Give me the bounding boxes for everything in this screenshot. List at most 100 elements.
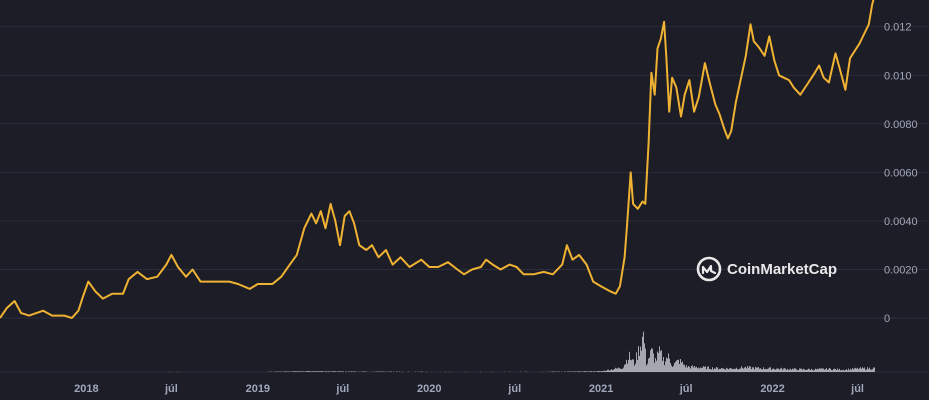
volume-bar (824, 369, 825, 372)
volume-bar (675, 361, 676, 372)
volume-bar (339, 371, 340, 372)
volume-bar (737, 369, 738, 372)
volume-bar (679, 364, 680, 372)
volume-bar (652, 348, 653, 372)
volume-bar (860, 367, 861, 372)
volume-bar (610, 370, 611, 372)
volume-bar (873, 367, 874, 372)
volume-bar (623, 367, 624, 372)
volume-bar (321, 371, 322, 372)
volume-bar (862, 367, 863, 372)
volume-bar (580, 371, 581, 372)
volume-bar (816, 369, 817, 372)
volume-bar (856, 368, 857, 372)
volume-bar (698, 367, 699, 372)
volume-bar (746, 368, 747, 372)
volume-bar (800, 368, 801, 372)
volume-bar (738, 369, 739, 372)
volume-bar (615, 367, 616, 372)
volume-bar (757, 367, 758, 372)
volume-bar (722, 368, 723, 372)
volume-bar (693, 367, 694, 372)
volume-bar (701, 367, 702, 372)
volume-bar (832, 370, 833, 372)
volume-bar (859, 368, 860, 372)
volume-bar (815, 368, 816, 372)
volume-bar (678, 359, 679, 372)
volume-bar (791, 369, 792, 372)
volume-bar (594, 371, 595, 372)
volume-bar (293, 371, 294, 372)
volume-bar (618, 367, 619, 372)
volume-bar (606, 370, 607, 372)
volume-bar (845, 369, 846, 372)
volume-bar (852, 367, 853, 372)
volume-bar (696, 366, 697, 372)
volume-bar (770, 367, 771, 372)
volume-bar (707, 366, 708, 372)
volume-bar (767, 368, 768, 372)
volume-bar (842, 370, 843, 372)
volume-bar (811, 368, 812, 372)
volume-bar (818, 369, 819, 372)
volume-bar (828, 369, 829, 372)
volume-bar (825, 369, 826, 372)
volume-bar (792, 368, 793, 372)
volume-bar (657, 351, 658, 372)
volume-bar (672, 366, 673, 372)
volume-bar (718, 369, 719, 372)
volume-bar (624, 364, 625, 372)
volume-bar (668, 353, 669, 372)
volume-bar (728, 369, 729, 372)
volume-bar (665, 361, 666, 372)
volume-bar (305, 371, 306, 372)
volume-bar (333, 371, 334, 372)
volume-bar (799, 368, 800, 372)
volume-bar (740, 368, 741, 372)
volume-bar (631, 360, 632, 372)
volume-bar (743, 368, 744, 372)
volume-bar (599, 371, 600, 372)
volume-bar (627, 363, 628, 372)
volume-bar (700, 367, 701, 372)
volume-bar (712, 367, 713, 372)
volume-bar (769, 367, 770, 372)
volume-bar (844, 370, 845, 372)
volume-bar (643, 331, 644, 372)
volume-bar (325, 371, 326, 372)
volume-bar (725, 369, 726, 372)
volume-bar (835, 369, 836, 372)
volume-bar (284, 371, 285, 372)
y-axis: 0 0.0020 0.0040 0.0060 0.0080 0.010 0.012 (884, 22, 918, 325)
volume-bar (632, 359, 633, 372)
volume-bar (694, 365, 695, 372)
volume-bar (861, 368, 862, 372)
volume-bar (795, 368, 796, 372)
volume-bar (764, 369, 765, 372)
volume-bar (810, 370, 811, 372)
volume-bar (683, 364, 684, 372)
volume-bar (759, 368, 760, 372)
volume-bar (583, 371, 584, 372)
volume-bar (681, 362, 682, 372)
volume-bar (625, 364, 626, 372)
coinmarketcap-logo-icon (696, 256, 722, 282)
volume-bar (807, 369, 808, 372)
volume-bar (648, 358, 649, 372)
volume-bar (310, 371, 311, 372)
volume-bar (730, 368, 731, 372)
volume-bar (867, 367, 868, 372)
volume-bar (633, 359, 634, 372)
volume-bar (719, 368, 720, 372)
volume-bar (872, 369, 873, 372)
volume-bar (703, 366, 704, 372)
volume-bar (664, 365, 665, 372)
volume-bar (796, 369, 797, 372)
volume-bar (319, 371, 320, 372)
volume-bar (634, 365, 635, 372)
volume-bar (332, 371, 333, 372)
volume-bar (638, 346, 639, 372)
volume-bar (716, 366, 717, 372)
volume-bar (772, 368, 773, 372)
volume-bar (640, 346, 641, 372)
